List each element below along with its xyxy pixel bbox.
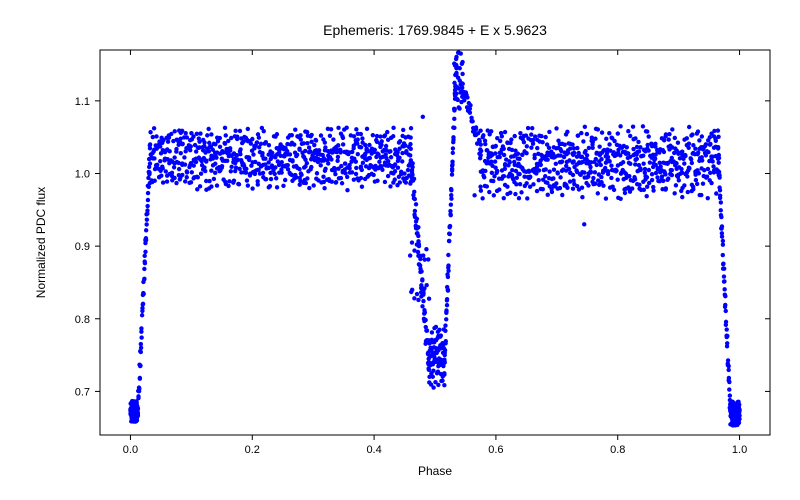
x-tick-label: 0.8 <box>610 444 625 456</box>
y-tick-label: 0.9 <box>75 241 90 253</box>
x-tick-label: 1.0 <box>732 444 747 456</box>
x-tick-label: 0.4 <box>366 444 381 456</box>
chart-svg: 0.0 0.2 0.4 0.6 0.8 1.0 0.7 0.8 0.9 1.0 1.1 Phase No… <box>0 0 800 500</box>
x-tick-label: 0.0 <box>123 444 138 456</box>
y-tick-label: 0.7 <box>75 386 90 398</box>
phase-flux-chart: 0.0 0.2 0.4 0.6 0.8 1.0 0.7 0.8 0.9 1.0 1.1 Phase No… <box>0 0 800 500</box>
y-tick-label: 0.8 <box>75 314 90 326</box>
x-tick-label: 0.2 <box>245 444 260 456</box>
chart-bg <box>0 0 800 500</box>
chart-title: Ephemeris: 1769.9845 + E x 5.9623 <box>323 22 547 38</box>
y-axis-label: Normalized PDC flux <box>34 187 48 298</box>
x-axis-label: Phase <box>418 464 452 478</box>
y-tick-label: 1.0 <box>75 168 90 180</box>
x-tick-label: 0.6 <box>488 444 503 456</box>
y-tick-label: 1.1 <box>75 96 90 108</box>
